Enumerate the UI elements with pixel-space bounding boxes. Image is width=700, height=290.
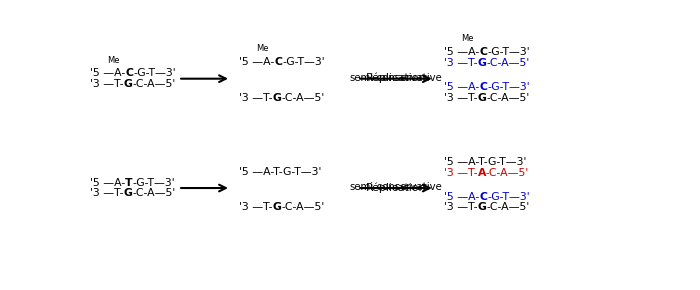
Text: C: C <box>480 191 487 202</box>
Text: -C-A—5': -C-A—5' <box>132 188 176 198</box>
Text: -G-T—3': -G-T—3' <box>133 68 176 78</box>
Text: '3 —T-: '3 —T- <box>90 188 123 198</box>
Text: Me: Me <box>107 56 119 65</box>
Text: -C-A—5': -C-A—5' <box>282 93 325 103</box>
Text: -G-T—3': -G-T—3' <box>132 178 175 188</box>
Text: '5 —A-: '5 —A- <box>444 191 480 202</box>
Text: '5 —A-: '5 —A- <box>444 82 480 92</box>
Text: G: G <box>477 57 486 68</box>
Text: C: C <box>480 47 487 57</box>
Text: '5 —A-T-G-T—3': '5 —A-T-G-T—3' <box>444 157 526 167</box>
Text: -C-A—5': -C-A—5' <box>132 79 176 89</box>
Text: C: C <box>274 57 283 67</box>
Text: T: T <box>125 178 132 188</box>
Text: '3 —T-: '3 —T- <box>444 57 477 68</box>
Text: C: C <box>480 82 487 92</box>
Text: '5 —A-: '5 —A- <box>444 47 480 57</box>
Text: semi-conservative: semi-conservative <box>349 72 442 83</box>
Text: G: G <box>477 93 486 103</box>
Text: '5 —A-: '5 —A- <box>239 57 274 67</box>
Text: G: G <box>477 202 486 212</box>
Text: G: G <box>273 93 282 103</box>
Text: '3 —T-: '3 —T- <box>444 168 477 178</box>
Text: '5 —A-: '5 —A- <box>90 178 125 188</box>
Text: '3 —T-: '3 —T- <box>90 79 123 89</box>
Text: '3 —T-: '3 —T- <box>444 93 477 103</box>
Text: G: G <box>273 202 282 212</box>
Text: semi-conservative: semi-conservative <box>349 182 442 192</box>
Text: Me: Me <box>256 44 269 53</box>
Text: '3 —T-: '3 —T- <box>444 202 477 212</box>
Text: -G-T—3': -G-T—3' <box>487 47 530 57</box>
Text: -G-T—3': -G-T—3' <box>487 191 530 202</box>
Text: -C-A—5': -C-A—5' <box>486 202 530 212</box>
Text: -C-A—5': -C-A—5' <box>486 93 530 103</box>
Text: G: G <box>123 79 132 89</box>
Text: Réplication: Réplication <box>366 73 426 83</box>
Text: '5 —A-: '5 —A- <box>90 68 125 78</box>
Text: -C-A—5': -C-A—5' <box>486 57 530 68</box>
Text: Me: Me <box>461 34 473 43</box>
Text: A: A <box>477 168 486 178</box>
Text: '3 —T-: '3 —T- <box>239 202 273 212</box>
Text: -C-A—5': -C-A—5' <box>282 202 325 212</box>
Text: Réplication: Réplication <box>366 182 426 193</box>
Text: '5 —A-T-G-T—3': '5 —A-T-G-T—3' <box>239 167 322 177</box>
Text: -C-A—5': -C-A—5' <box>486 168 529 178</box>
Text: -G-T—3': -G-T—3' <box>283 57 326 67</box>
Text: C: C <box>125 68 133 78</box>
Text: '3 —T-: '3 —T- <box>239 93 273 103</box>
Text: G: G <box>123 188 132 198</box>
Text: -G-T—3': -G-T—3' <box>487 82 530 92</box>
